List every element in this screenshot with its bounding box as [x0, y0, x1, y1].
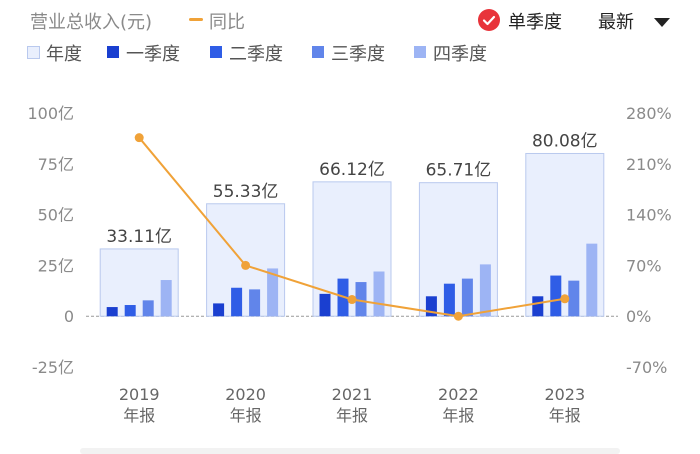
legend-q3-swatch — [312, 46, 324, 58]
quarter-bar — [106, 307, 118, 317]
quarter-bar — [479, 264, 491, 317]
y-tick-label: 100亿 — [27, 104, 74, 123]
single-quarter-label[interactable]: 单季度 — [508, 12, 562, 33]
bottom-scroll-strip — [80, 448, 620, 454]
quarter-bar — [443, 283, 455, 317]
y2-tick-label: 210% — [626, 155, 672, 174]
quarter-bar — [319, 293, 331, 317]
quarter-bar — [550, 275, 562, 317]
y-tick-label: 25亿 — [38, 256, 74, 275]
y-tick-label: 0 — [64, 307, 74, 326]
legend-q3: 三季度 — [331, 44, 385, 65]
quarter-bar — [532, 296, 544, 317]
y2-tick-label: 0% — [626, 307, 651, 326]
annual-value-label: 33.11亿 — [106, 227, 172, 247]
revenue-label: 营业总收入(元) — [30, 12, 153, 33]
x-tick-label: 年报 — [123, 406, 155, 425]
yoy-point — [560, 294, 570, 304]
quarter-bar — [267, 268, 279, 317]
annual-value-label: 80.08亿 — [532, 131, 598, 151]
x-tick-label: 2020 — [225, 385, 266, 404]
y2-tick-label: -70% — [626, 358, 667, 377]
x-tick-label: 年报 — [442, 406, 474, 425]
quarter-bar — [586, 243, 598, 317]
y-tick-label: 50亿 — [38, 206, 74, 225]
x-tick-label: 2022 — [438, 385, 479, 404]
x-tick-label: 2019 — [119, 385, 160, 404]
x-tick-label: 年报 — [336, 406, 368, 425]
latest-dropdown[interactable]: 最新 — [598, 12, 634, 33]
y2-tick-label: 140% — [626, 206, 672, 225]
quarter-bar — [124, 305, 136, 317]
legend-q1-swatch — [107, 46, 119, 58]
quarter-bar — [425, 296, 437, 317]
legend-q2: 二季度 — [229, 44, 283, 65]
legend-q1: 一季度 — [126, 44, 180, 65]
annual-value-label: 55.33亿 — [213, 182, 279, 202]
legend-annual: 年度 — [46, 44, 82, 65]
quarter-bar — [160, 280, 172, 317]
yoy-label: 同比 — [209, 12, 245, 33]
yoy-point — [241, 260, 251, 270]
legend-q2-swatch — [210, 46, 222, 58]
yoy-point — [453, 311, 463, 321]
quarter-bar — [142, 300, 154, 317]
chevron-down-icon[interactable] — [654, 13, 670, 32]
quarter-bar — [213, 303, 225, 317]
legend-q4-swatch — [414, 46, 426, 58]
legend-q4: 四季度 — [433, 44, 487, 65]
quarter-bar — [231, 287, 243, 317]
quarter-bar — [373, 271, 385, 317]
quarter-bar — [355, 282, 367, 317]
annual-value-label: 65.71亿 — [426, 161, 492, 181]
x-tick-label: 年报 — [549, 406, 581, 425]
x-tick-label: 年报 — [230, 406, 262, 425]
y2-tick-label: 280% — [626, 104, 672, 123]
y2-tick-label: 70% — [626, 256, 662, 275]
quarter-bar — [461, 278, 473, 317]
x-tick-label: 2021 — [332, 385, 373, 404]
single-quarter-check-icon[interactable] — [478, 9, 500, 31]
x-tick-label: 2023 — [544, 385, 585, 404]
y-tick-label: -25亿 — [32, 358, 74, 377]
yoy-point — [347, 295, 357, 305]
y-tick-label: 75亿 — [38, 155, 74, 174]
quarter-bar — [249, 289, 261, 317]
quarter-bar — [568, 280, 580, 317]
yoy-point — [134, 133, 144, 143]
legend-annual-swatch — [27, 46, 40, 59]
checkmark-icon — [482, 15, 496, 26]
yoy-legend-line — [189, 18, 203, 21]
annual-value-label: 66.12亿 — [319, 160, 385, 180]
